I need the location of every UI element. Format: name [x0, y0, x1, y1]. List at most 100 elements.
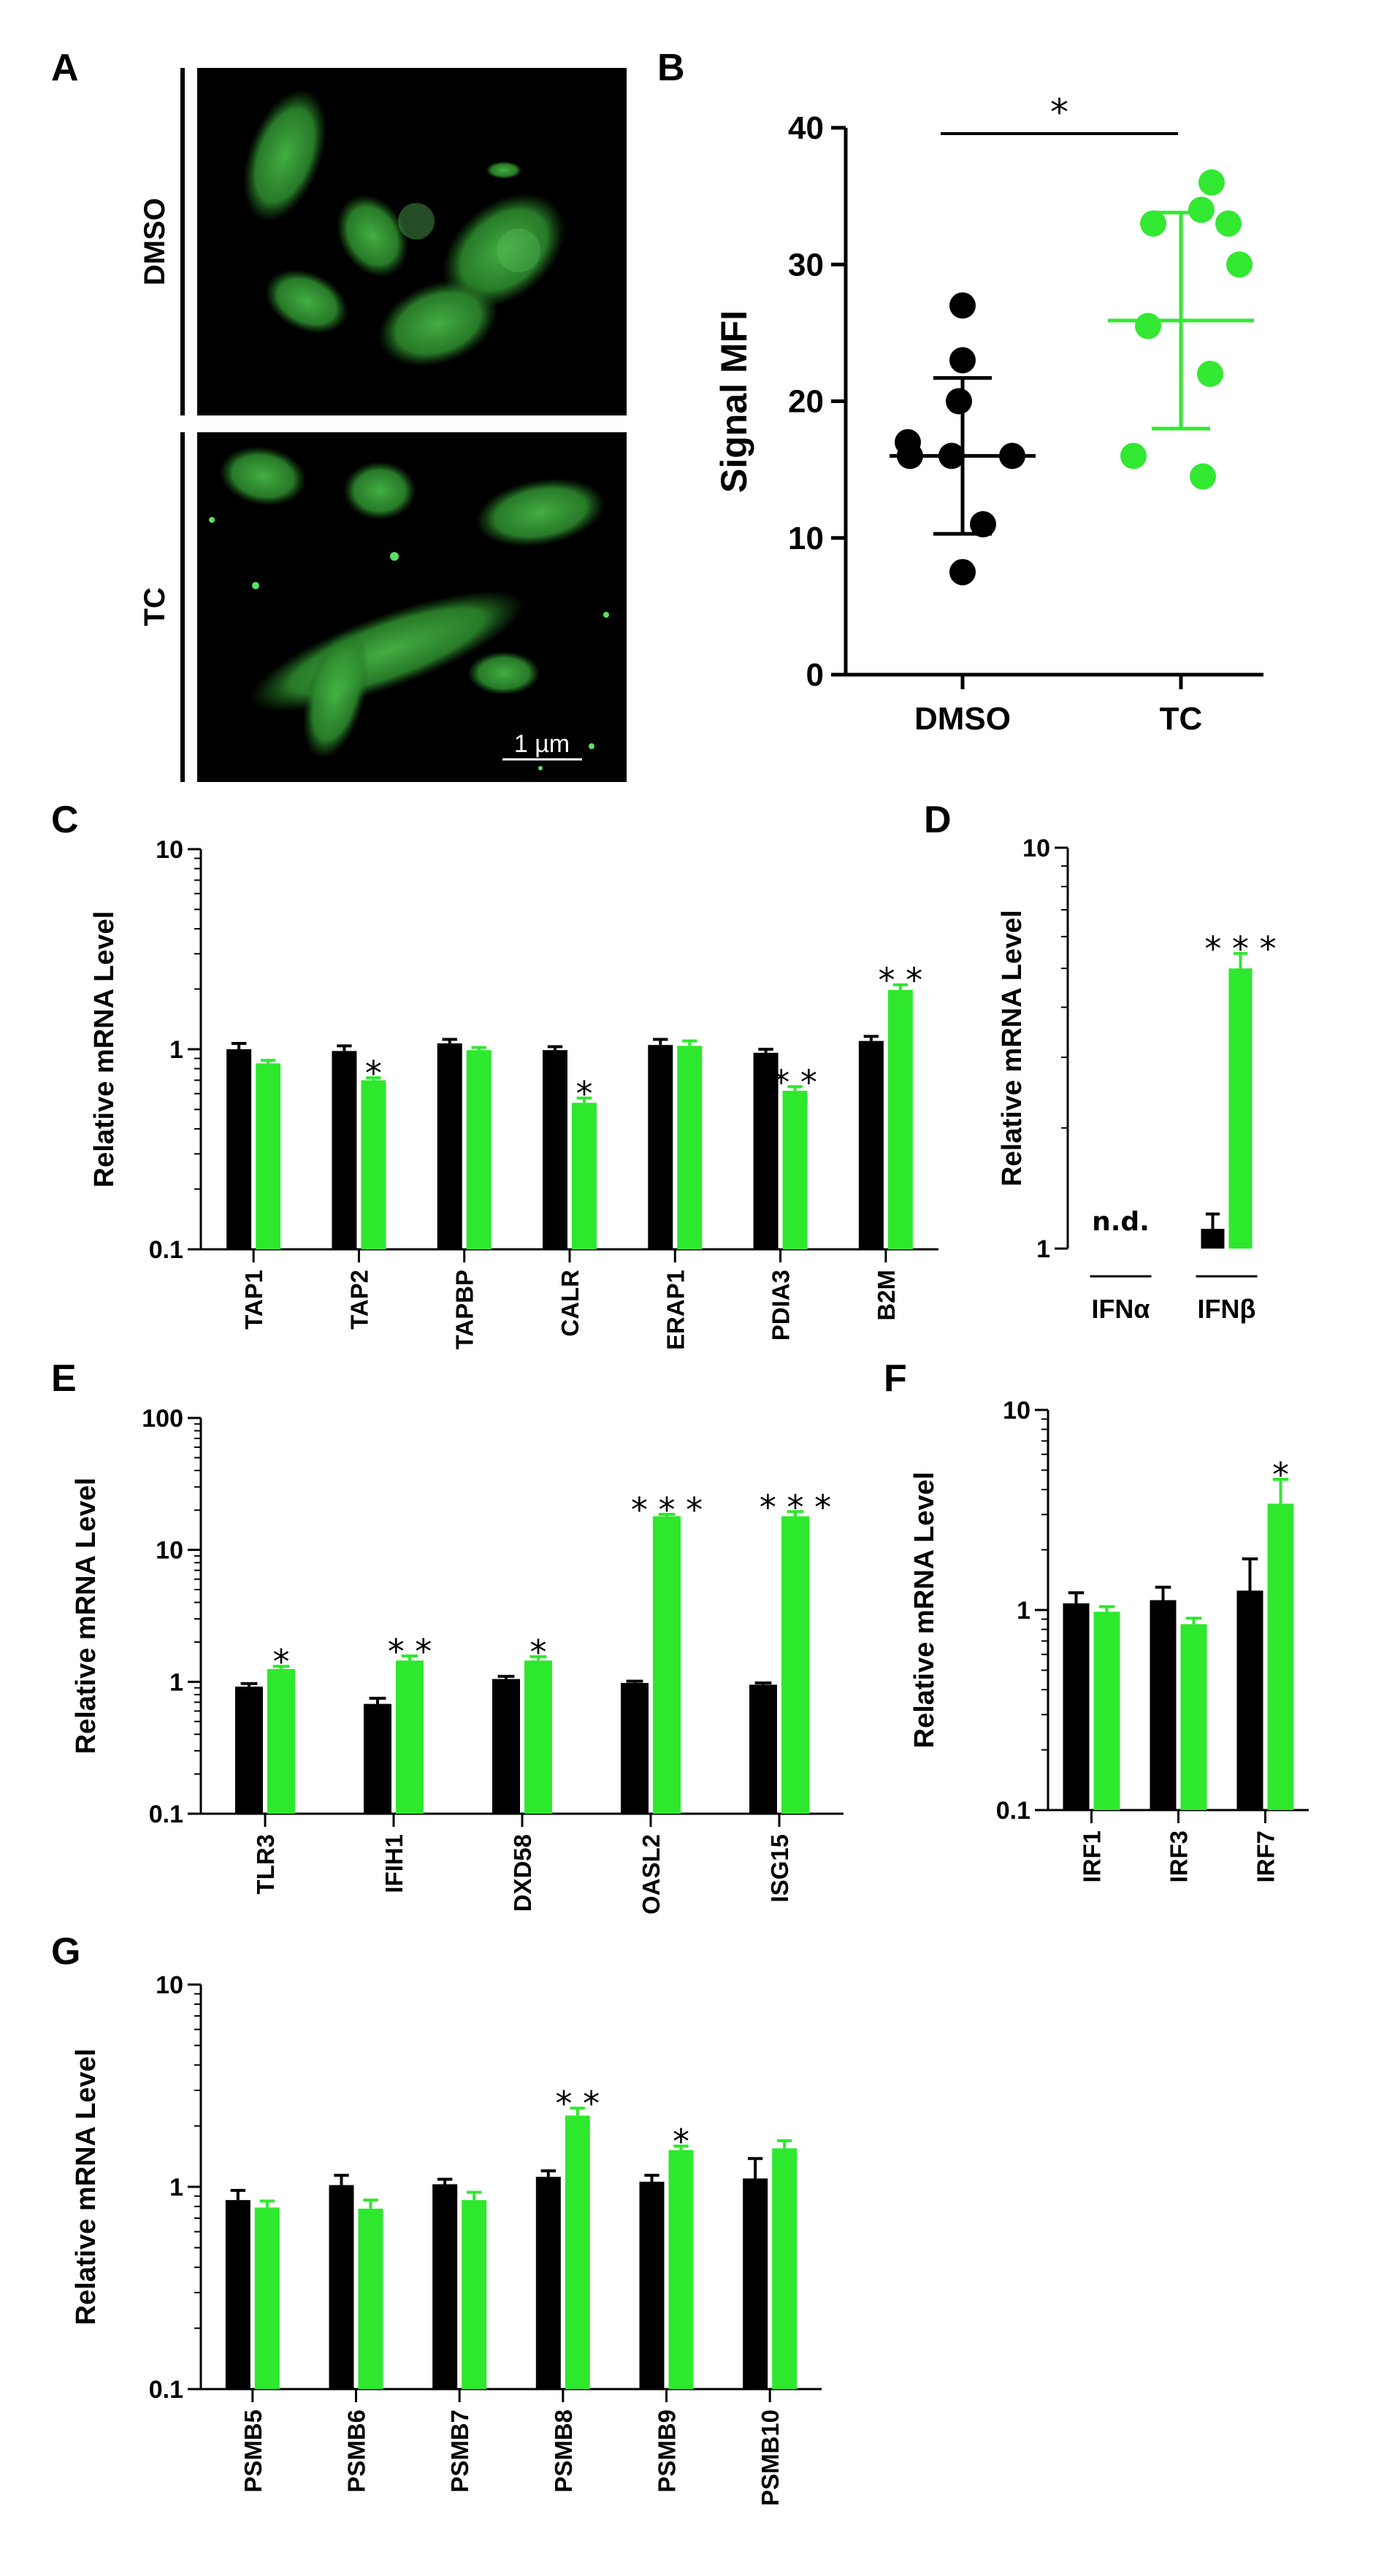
tc-point: [1135, 313, 1161, 340]
significance-label: *: [1272, 1455, 1289, 1495]
significance-label: * *: [556, 2084, 600, 2123]
control-bar: [535, 2177, 561, 2389]
control-bar: [492, 1679, 520, 1814]
treated-bar: [524, 1660, 552, 1814]
treated-bar: [565, 2115, 590, 2389]
x-tick-label: OASL2: [638, 1834, 665, 1914]
dmso-point: [946, 388, 972, 415]
treated-bar: [1267, 1503, 1294, 1810]
chart-g: G 0.1 1 10 Relative mRNA Level PSMB5 PSMB6 PSMB…: [51, 1931, 822, 2506]
control-bar: [1150, 1600, 1177, 1810]
x-tick-label: PSMB10: [757, 2410, 784, 2506]
x-tick-label: TAP2: [345, 1270, 372, 1330]
significance-label: *: [673, 2122, 689, 2161]
x-tick-label: ISG15: [766, 1834, 793, 1903]
tc-point: [1215, 210, 1242, 237]
y-tick-label: 30: [788, 247, 824, 283]
panel-letter-e: E: [51, 1357, 77, 1400]
x-tick-label: IRF3: [1166, 1831, 1193, 1883]
panel-letter-a: A: [51, 47, 79, 89]
control-bar: [329, 2185, 354, 2389]
y-tick-label: 0.1: [996, 1797, 1030, 1825]
treated-bar: [256, 1063, 281, 1249]
control-bar: [225, 2200, 251, 2389]
treated-bar: [361, 1080, 386, 1249]
y-tick-label: 0.1: [149, 2376, 183, 2404]
chart-f: F 0.1 1 10 Relative mRNA Level IRF1 IRF3 IRF7 *: [884, 1357, 1309, 1883]
treated-bar: [1228, 968, 1253, 1249]
tc-point: [1226, 251, 1253, 278]
control-bar: [749, 1684, 777, 1814]
x-tick-label: TC: [1160, 701, 1203, 737]
tc-point: [1140, 210, 1166, 237]
treated-bar: [772, 2148, 798, 2389]
micrograph-dmso-image: [242, 89, 565, 367]
y-tick-label: 10: [1022, 835, 1050, 862]
x-tick-label: TAP1: [240, 1270, 267, 1330]
control-bar: [621, 1682, 649, 1814]
y-axis-label: Relative mRNA Level: [71, 2049, 102, 2326]
x-tick-label: TAPBP: [451, 1270, 478, 1349]
x-tick-label: IRF1: [1079, 1831, 1106, 1883]
x-tick-label: PSMB5: [240, 2410, 267, 2493]
panel-letter-b: B: [657, 47, 685, 89]
significance-label: * *: [773, 1062, 817, 1102]
y-axis-label: Relative mRNA Level: [997, 910, 1028, 1187]
micrograph-tc: [197, 432, 627, 782]
y-tick-label: 10: [1003, 1397, 1030, 1425]
y-tick-label: 0.1: [149, 1236, 183, 1264]
x-tick-label: PSMB8: [550, 2410, 577, 2493]
dmso-point: [949, 292, 976, 319]
y-tick-label: 10: [156, 836, 183, 864]
control-bar: [1063, 1603, 1090, 1810]
treated-bar: [462, 2200, 487, 2389]
control-bar: [639, 2181, 665, 2389]
tc-point: [1120, 442, 1147, 469]
y-tick-label: 0: [806, 657, 824, 693]
treated-bar: [466, 1050, 492, 1249]
x-tick-label: CALR: [557, 1270, 584, 1337]
y-tick-label: 1: [169, 1668, 183, 1696]
x-tick-label: IRF7: [1253, 1831, 1280, 1883]
control-bar: [1201, 1228, 1225, 1249]
control-bar: [437, 1043, 462, 1249]
row-label-dmso: DMSO: [139, 198, 171, 285]
treated-bar: [668, 2150, 694, 2389]
panel-letter-c: C: [51, 799, 79, 841]
control-bar: [226, 1049, 252, 1249]
x-tick-label: DXD58: [509, 1834, 536, 1912]
micrograph-dmso: [197, 68, 627, 415]
tc-point: [1188, 196, 1215, 223]
significance-label: * *: [879, 961, 923, 1000]
tc-point: [1190, 463, 1216, 490]
control-bar: [235, 1686, 263, 1814]
significance-label: *: [365, 1054, 382, 1093]
treated-bar: [358, 2208, 383, 2389]
x-tick-label: IFNα: [1091, 1294, 1150, 1324]
significance-label: * * *: [631, 1490, 703, 1530]
significance-label: n.d.: [1092, 1207, 1150, 1237]
x-tick-label: B2M: [873, 1270, 900, 1321]
treated-bar: [781, 1516, 809, 1814]
x-tick-label: ERAP1: [662, 1270, 689, 1350]
y-axis-label: Relative mRNA Level: [71, 1478, 102, 1755]
control-bar: [753, 1052, 779, 1249]
treated-bar: [887, 989, 913, 1249]
significance-label: * *: [388, 1632, 432, 1671]
tc-point: [1197, 361, 1223, 388]
significance-label: *: [530, 1633, 547, 1672]
chart-d: D 1 10 Relative mRNA Level IFNα n.d. IFNβ * * *: [924, 799, 1277, 1324]
treated-bar: [653, 1516, 681, 1814]
significance-label: *: [1050, 91, 1068, 134]
y-tick-label: 10: [788, 521, 824, 556]
x-tick-label: TLR3: [252, 1834, 279, 1895]
y-tick-label: 0.1: [149, 1801, 183, 1828]
control-bar: [364, 1703, 391, 1814]
control-bar: [743, 2178, 768, 2389]
treated-bar: [572, 1103, 597, 1249]
y-tick-label: 1: [169, 1036, 183, 1064]
treated-bar: [396, 1660, 424, 1814]
significance-label: *: [273, 1642, 290, 1682]
x-tick-label: PDIA3: [768, 1270, 795, 1341]
significance-label: *: [576, 1074, 593, 1113]
